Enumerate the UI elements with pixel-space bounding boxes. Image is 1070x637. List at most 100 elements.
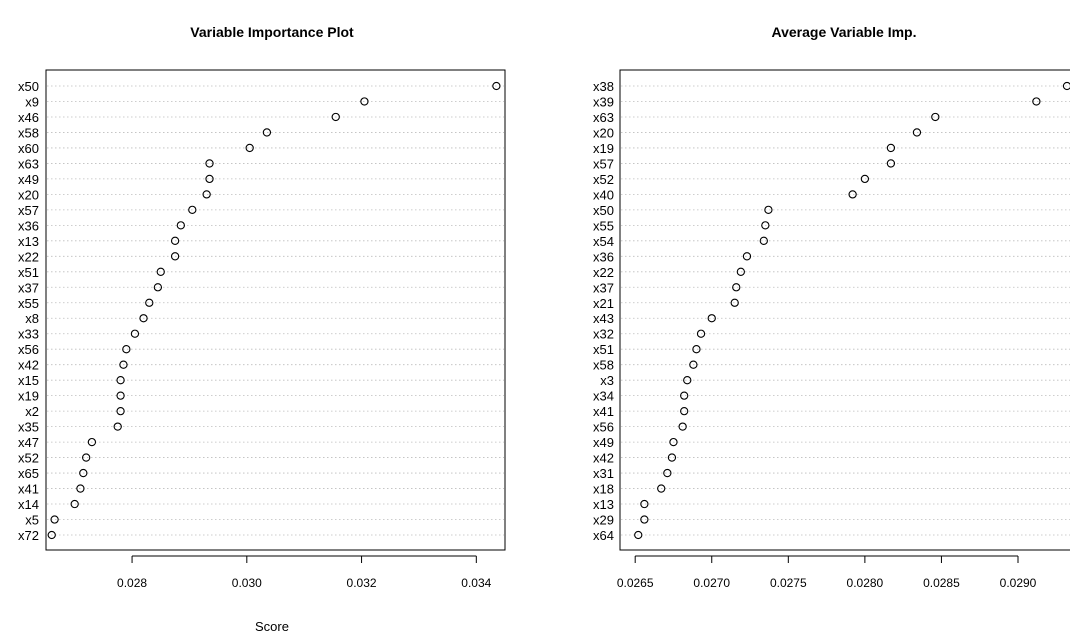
chart-title: Variable Importance Plot xyxy=(190,24,354,40)
data-point-x41 xyxy=(76,484,85,493)
data-point-x39 xyxy=(1032,97,1041,106)
category-labels: x50x9x46x58x60x63x49x20x57x36x13x22x51x3… xyxy=(18,79,39,543)
data-point-x55 xyxy=(145,298,154,307)
category-label: x29 xyxy=(593,513,614,528)
category-label: x32 xyxy=(593,327,614,342)
category-label: x56 xyxy=(18,342,39,357)
category-label: x39 xyxy=(593,94,614,109)
data-point-x5 xyxy=(50,515,59,524)
x-tick-label: 0.0290 xyxy=(1000,576,1037,590)
data-point-x20 xyxy=(912,128,922,137)
category-label: x47 xyxy=(18,435,39,450)
category-label: x52 xyxy=(18,451,39,466)
category-label: x40 xyxy=(593,187,614,202)
grid-lines xyxy=(621,85,1070,536)
data-point-x34 xyxy=(680,391,689,400)
category-label: x41 xyxy=(18,482,39,497)
data-point-x42 xyxy=(667,453,677,462)
category-label: x13 xyxy=(593,497,614,512)
data-point-x47 xyxy=(87,437,97,447)
average-variable-imp-panel: Average Variable Imp. x38x39x63x20x19x57… xyxy=(593,24,1070,590)
category-label: x20 xyxy=(593,125,614,140)
data-point-x18 xyxy=(657,484,666,493)
category-label: x55 xyxy=(593,218,614,233)
category-label: x63 xyxy=(593,110,614,125)
category-label: x65 xyxy=(18,466,39,481)
data-point-x50 xyxy=(492,81,501,91)
data-point-x3 xyxy=(683,376,692,385)
category-label: x3 xyxy=(600,373,614,388)
data-point-x35 xyxy=(113,422,122,431)
data-point-x40 xyxy=(848,190,857,199)
data-point-x57 xyxy=(188,205,197,215)
data-point-x2 xyxy=(116,406,125,416)
data-points xyxy=(47,81,501,540)
category-label: x15 xyxy=(18,373,39,388)
data-point-x36 xyxy=(176,221,185,230)
category-label: x22 xyxy=(18,249,39,264)
x-axis: 0.0265 0.0270 0.0275 0.0280 0.0285 0.0290 xyxy=(617,555,1037,590)
category-label: x46 xyxy=(18,110,39,125)
data-point-x13 xyxy=(170,236,180,245)
category-label: x5 xyxy=(25,513,39,528)
category-label: x38 xyxy=(593,79,614,94)
category-label: x36 xyxy=(18,218,39,233)
category-label: x72 xyxy=(18,528,39,543)
data-points xyxy=(634,81,1070,540)
data-point-x29 xyxy=(640,515,649,524)
category-label: x19 xyxy=(593,141,614,156)
x-tick-label: 0.0285 xyxy=(923,576,960,590)
data-point-x8 xyxy=(139,314,148,323)
plot-frame xyxy=(619,69,1070,551)
category-label: x33 xyxy=(18,327,39,342)
category-label: x9 xyxy=(25,94,39,109)
data-point-x22 xyxy=(170,252,180,261)
category-label: x19 xyxy=(18,389,39,404)
category-label: x51 xyxy=(593,342,614,357)
category-label: x50 xyxy=(18,79,39,94)
data-point-x65 xyxy=(79,468,88,478)
category-label: x41 xyxy=(593,404,614,419)
data-point-x32 xyxy=(696,329,706,338)
data-point-x13 xyxy=(640,499,649,509)
data-point-x21 xyxy=(730,298,739,307)
data-point-x22 xyxy=(736,267,745,276)
data-point-x20 xyxy=(202,190,211,199)
x-axis: 0.028 0.030 0.032 0.034 xyxy=(117,555,492,590)
data-point-x49 xyxy=(205,174,214,184)
plot-frame xyxy=(45,69,506,551)
data-point-x31 xyxy=(663,468,672,478)
category-label: x2 xyxy=(25,404,39,419)
data-point-x56 xyxy=(678,422,687,431)
category-label: x37 xyxy=(18,280,39,295)
data-point-x43 xyxy=(707,314,716,323)
grid-lines xyxy=(47,85,504,536)
x-tick-label: 0.032 xyxy=(347,576,377,590)
category-label: x58 xyxy=(18,125,39,140)
data-point-x33 xyxy=(130,329,140,338)
data-point-x58 xyxy=(689,360,698,369)
category-label: x60 xyxy=(18,141,39,156)
category-label: x36 xyxy=(593,249,614,264)
category-label: x43 xyxy=(593,311,614,326)
x-tick-label: 0.030 xyxy=(232,576,262,590)
category-label: x35 xyxy=(18,420,39,435)
category-label: x56 xyxy=(593,420,614,435)
data-point-x55 xyxy=(761,221,770,230)
category-label: x13 xyxy=(18,234,39,249)
category-label: x34 xyxy=(593,389,614,404)
category-label: x42 xyxy=(593,451,614,466)
data-point-x51 xyxy=(156,267,165,276)
data-point-x19 xyxy=(116,391,125,400)
data-point-x60 xyxy=(245,143,254,153)
data-point-x9 xyxy=(360,97,369,106)
data-point-x37 xyxy=(732,283,741,292)
category-label: x52 xyxy=(593,172,614,187)
category-label: x50 xyxy=(593,203,614,218)
category-label: x18 xyxy=(593,482,614,497)
x-tick-label: 0.0275 xyxy=(770,576,807,590)
data-point-x50 xyxy=(764,205,773,215)
data-point-x41 xyxy=(680,406,689,416)
x-tick-label: 0.0280 xyxy=(847,576,884,590)
